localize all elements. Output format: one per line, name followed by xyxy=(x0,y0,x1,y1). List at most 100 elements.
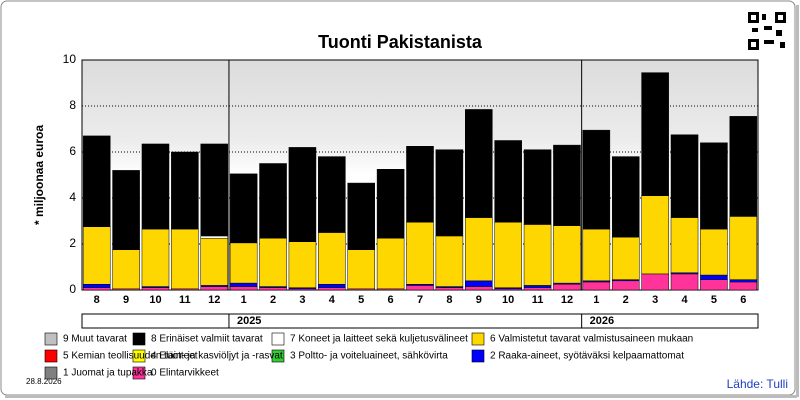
bar-segment xyxy=(112,249,140,290)
bar-segment xyxy=(229,242,258,284)
year-row xyxy=(81,313,759,329)
x-tick-label: 11 xyxy=(179,294,191,306)
legend-label: 4 Eläin- ja kasviöljyt ja -rasvat xyxy=(151,351,283,362)
legend-swatch xyxy=(132,332,146,346)
x-tick-label: 8 xyxy=(94,294,100,306)
bar-segment xyxy=(729,281,758,291)
bar-segment xyxy=(376,238,405,290)
bar-segment xyxy=(641,72,669,196)
bar-segment xyxy=(553,225,581,284)
bar-segment xyxy=(347,182,375,250)
bar-segment xyxy=(523,224,552,286)
x-tick-label: 6 xyxy=(740,294,746,306)
legend-swatch xyxy=(471,349,485,363)
x-tick-label: 4 xyxy=(329,294,336,306)
y-axis-label: * miljoonaa euroa xyxy=(32,125,46,225)
legend-label: 5 Kemian teollisuuden tuotteet xyxy=(63,351,198,362)
bar-segment xyxy=(171,228,199,290)
x-tick-label: 1 xyxy=(241,294,247,306)
legend-label: 6 Valmistetut tavarat valmistusaineen mu… xyxy=(490,334,693,345)
legend-swatch xyxy=(132,349,146,363)
date: 28.8.2026 xyxy=(26,377,62,386)
y-tick-label: 10 xyxy=(63,52,77,66)
bar-segment xyxy=(406,221,434,285)
x-tick-label: 4 xyxy=(681,294,688,306)
bar-segment xyxy=(465,109,493,218)
year-label: 2025 xyxy=(237,315,261,327)
bar-segment xyxy=(376,169,405,239)
bar-segment xyxy=(200,235,229,239)
bar-segment xyxy=(82,287,111,291)
bar-segment xyxy=(259,238,287,287)
legend-swatch xyxy=(471,332,485,346)
source: Lähde: Tulli xyxy=(727,377,788,391)
bar-segment xyxy=(641,195,669,275)
bar-segment xyxy=(82,135,111,227)
y-tick-label: 4 xyxy=(69,190,76,204)
x-tick-label: 9 xyxy=(123,294,129,306)
x-tick-label: 12 xyxy=(208,294,220,306)
legend-swatch xyxy=(44,349,58,363)
year-label: 2026 xyxy=(590,315,614,327)
bar-segment xyxy=(670,217,699,274)
bar-segment xyxy=(729,279,758,283)
bar-segment xyxy=(200,238,229,286)
bar-segment xyxy=(318,232,346,285)
x-tick-label: 5 xyxy=(711,294,717,306)
x-tick-label: 2 xyxy=(623,294,629,306)
x-tick-label: 6 xyxy=(388,294,394,306)
legend-label: 2 Raaka-aineet, syötäväksi kelpaamattoma… xyxy=(490,351,684,362)
x-tick-label: 1 xyxy=(593,294,599,306)
bar-segment xyxy=(288,147,317,242)
y-tick-label: 0 xyxy=(69,282,76,296)
bar-segment xyxy=(465,217,493,282)
bar-segment xyxy=(229,173,258,244)
x-tick-label: 9 xyxy=(476,294,482,306)
bar-segment xyxy=(318,287,346,291)
legend-swatch xyxy=(44,366,58,380)
bar-segment xyxy=(229,286,258,291)
bar-segment xyxy=(700,274,728,280)
bar-segment xyxy=(435,149,464,237)
bar-segment xyxy=(729,116,758,217)
bar-segment xyxy=(318,156,346,233)
y-tick-label: 2 xyxy=(69,236,76,250)
bar-segment xyxy=(229,282,258,287)
legend-label: 3 Poltto- ja voiteluaineet, sähkövirta xyxy=(290,351,448,362)
bar-segment xyxy=(641,273,669,291)
bar-segment xyxy=(582,228,611,282)
bar-segment xyxy=(700,142,728,230)
bar-segment xyxy=(700,279,728,291)
x-tick-label: 11 xyxy=(532,294,544,306)
bar-segment xyxy=(318,284,346,288)
bar-segment xyxy=(259,163,287,239)
x-tick-label: 12 xyxy=(561,294,573,306)
bar-segment xyxy=(259,287,287,291)
x-tick-label: 3 xyxy=(299,294,305,306)
bar-segment xyxy=(523,149,552,225)
bar-segment xyxy=(406,146,434,223)
bar-segment xyxy=(465,280,493,287)
legend-label: 8 Erinäiset valmiit tavarat xyxy=(151,334,263,345)
bar-segment xyxy=(200,143,229,237)
legend-label: 9 Muut tavarat xyxy=(63,334,127,345)
legend-label: 7 Koneet ja laitteet sekä kuljetusväline… xyxy=(290,334,468,345)
x-tick-label: 3 xyxy=(652,294,658,306)
bar-segment xyxy=(582,281,611,291)
legend-swatch xyxy=(271,349,285,363)
bar-segment xyxy=(523,287,552,291)
bar-segment xyxy=(141,143,170,230)
x-tick-label: 7 xyxy=(417,294,423,306)
bar-segment xyxy=(523,285,552,288)
legend-swatch xyxy=(132,366,146,380)
bar-segment xyxy=(670,134,699,218)
bar-segment xyxy=(141,287,170,291)
bar-segment xyxy=(288,241,317,288)
bar-segment xyxy=(700,228,728,276)
x-tick-label: 2 xyxy=(270,294,276,306)
legend-swatch xyxy=(44,332,58,346)
bar-segment xyxy=(435,287,464,291)
bar-segment xyxy=(611,280,640,291)
y-tick-label: 8 xyxy=(69,98,76,112)
